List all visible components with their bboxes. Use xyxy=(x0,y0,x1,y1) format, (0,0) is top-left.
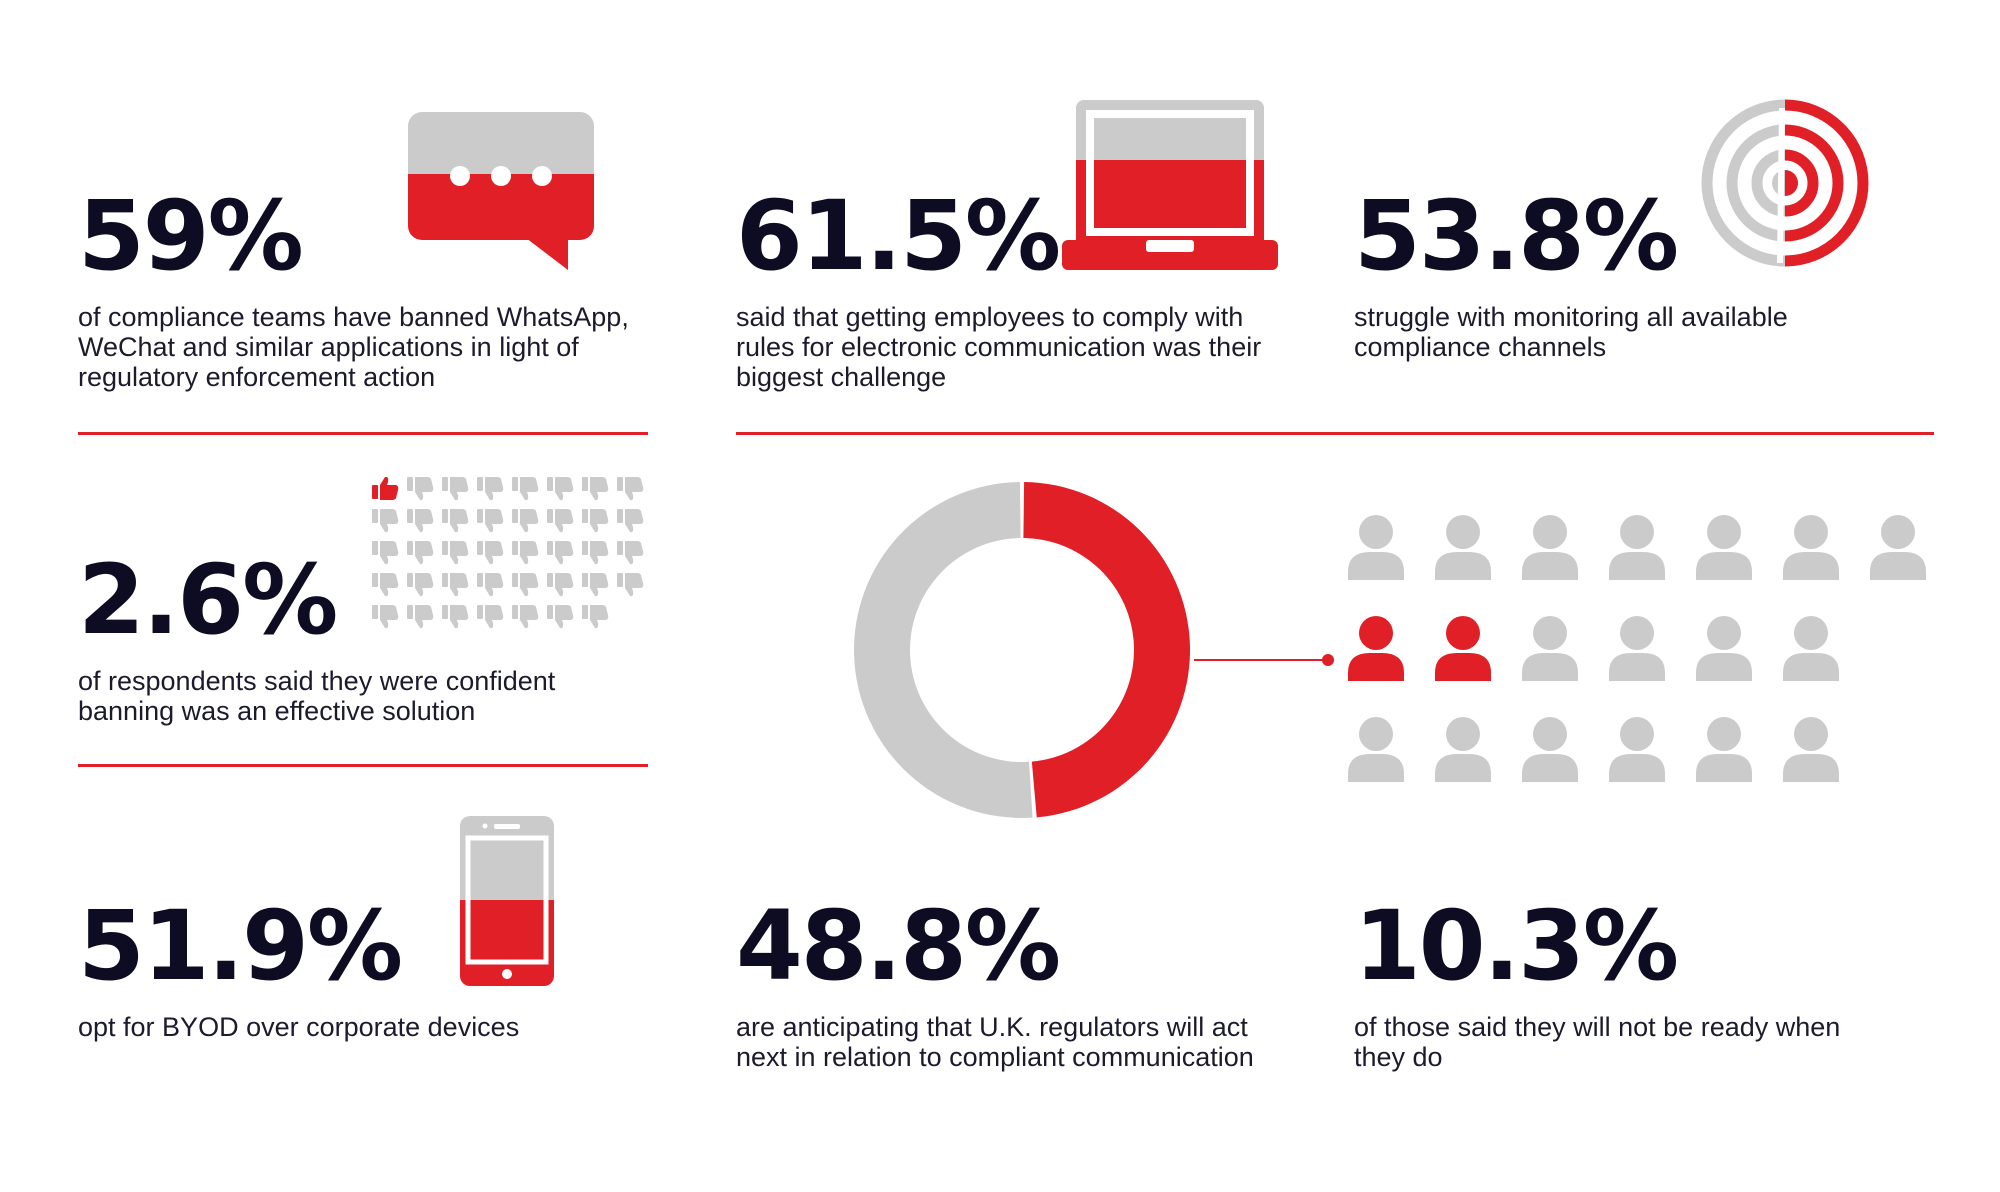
thumb-down-icon xyxy=(512,605,539,629)
person-icon xyxy=(1783,616,1839,681)
people-grid-icon xyxy=(1348,515,1926,782)
thumb-down-icon xyxy=(547,573,574,597)
thumb-down-icon xyxy=(582,509,609,533)
thumb-down-icon xyxy=(547,541,574,565)
person-icon xyxy=(1696,515,1752,580)
thumb-down-icon xyxy=(477,541,504,565)
thumb-up-icon xyxy=(372,476,399,500)
stat-value-uk: 48.8% xyxy=(736,890,1061,1002)
thumb-down-icon xyxy=(407,541,434,565)
thumb-down-icon xyxy=(512,541,539,565)
stat-value-banning: 2.6% xyxy=(78,544,338,656)
thumb-down-icon xyxy=(547,605,574,629)
divider-left-middle xyxy=(78,764,648,767)
thumb-down-icon xyxy=(582,477,609,501)
person-icon xyxy=(1870,515,1926,580)
stat-text-byod: opt for BYOD over corporate devices xyxy=(78,1012,520,1042)
thumb-down-icon xyxy=(617,509,644,533)
stat-text-uk: are anticipating that U.K. regulators wi… xyxy=(736,1012,1254,1072)
thumb-down-icon xyxy=(617,541,644,565)
thumb-down-icon xyxy=(407,477,434,501)
person-icon xyxy=(1522,717,1578,782)
divider-left-top xyxy=(78,432,648,435)
thumb-down-icon xyxy=(512,573,539,597)
thumb-down-icon xyxy=(372,509,399,533)
thumb-down-icon xyxy=(407,605,434,629)
person-icon xyxy=(1348,717,1404,782)
thumb-down-icon xyxy=(547,477,574,501)
stat-text-whatsapp: of compliance teams have banned WhatsApp… xyxy=(78,302,629,392)
stat-text-monitor: struggle with monitoring all available c… xyxy=(1354,302,1788,362)
donut-segment-gray xyxy=(854,482,1033,818)
person-icon xyxy=(1609,616,1665,681)
stat-value-ready: 10.3% xyxy=(1354,890,1679,1002)
person-icon-highlighted xyxy=(1435,616,1491,681)
target-icon xyxy=(1701,99,1869,267)
person-icon xyxy=(1609,515,1665,580)
thumb-down-icon xyxy=(617,477,644,501)
thumb-down-icon xyxy=(582,541,609,565)
thumb-down-icon xyxy=(582,605,609,629)
thumb-down-icon xyxy=(477,605,504,629)
thumb-down-icon xyxy=(582,573,609,597)
thumb-down-icon xyxy=(442,509,469,533)
stat-text-banning: of respondents said they were confident … xyxy=(78,666,556,726)
thumbs-grid-icon xyxy=(372,476,644,629)
person-icon xyxy=(1783,515,1839,580)
thumb-down-icon xyxy=(372,605,399,629)
thumb-down-icon xyxy=(477,477,504,501)
stat-value-comply: 61.5% xyxy=(736,180,1061,292)
divider-right-top xyxy=(736,432,1934,435)
thumb-down-icon xyxy=(512,477,539,501)
stat-value-byod: 51.9% xyxy=(78,890,403,1002)
person-icon xyxy=(1435,515,1491,580)
thumb-down-icon xyxy=(372,541,399,565)
stat-value-whatsapp: 59% xyxy=(78,180,304,292)
thumb-down-icon xyxy=(407,509,434,533)
person-icon xyxy=(1348,515,1404,580)
donut-segment-red xyxy=(1023,482,1191,818)
thumb-down-icon xyxy=(372,573,399,597)
person-icon xyxy=(1783,717,1839,782)
person-icon xyxy=(1696,616,1752,681)
laptop-icon xyxy=(1062,100,1278,270)
thumb-down-icon xyxy=(442,541,469,565)
thumb-down-icon xyxy=(442,477,469,501)
thumb-down-icon xyxy=(617,573,644,597)
thumb-down-icon xyxy=(442,573,469,597)
person-icon xyxy=(1609,717,1665,782)
thumb-down-icon xyxy=(512,509,539,533)
thumb-down-icon xyxy=(477,509,504,533)
donut-icon xyxy=(854,482,1334,818)
thumb-down-icon xyxy=(407,573,434,597)
person-icon xyxy=(1522,515,1578,580)
connector-dot xyxy=(1322,654,1334,666)
thumb-down-icon xyxy=(442,605,469,629)
stat-value-monitor: 53.8% xyxy=(1354,180,1679,292)
stat-text-comply: said that getting employees to comply wi… xyxy=(736,302,1262,392)
thumb-down-icon xyxy=(547,509,574,533)
person-icon xyxy=(1696,717,1752,782)
smartphone-icon xyxy=(460,816,554,986)
person-icon xyxy=(1435,717,1491,782)
person-icon-highlighted xyxy=(1348,616,1404,681)
chat-bubble-icon xyxy=(408,112,594,270)
thumb-down-icon xyxy=(477,573,504,597)
stat-text-ready: of those said they will not be ready whe… xyxy=(1354,1012,1841,1072)
person-icon xyxy=(1522,616,1578,681)
